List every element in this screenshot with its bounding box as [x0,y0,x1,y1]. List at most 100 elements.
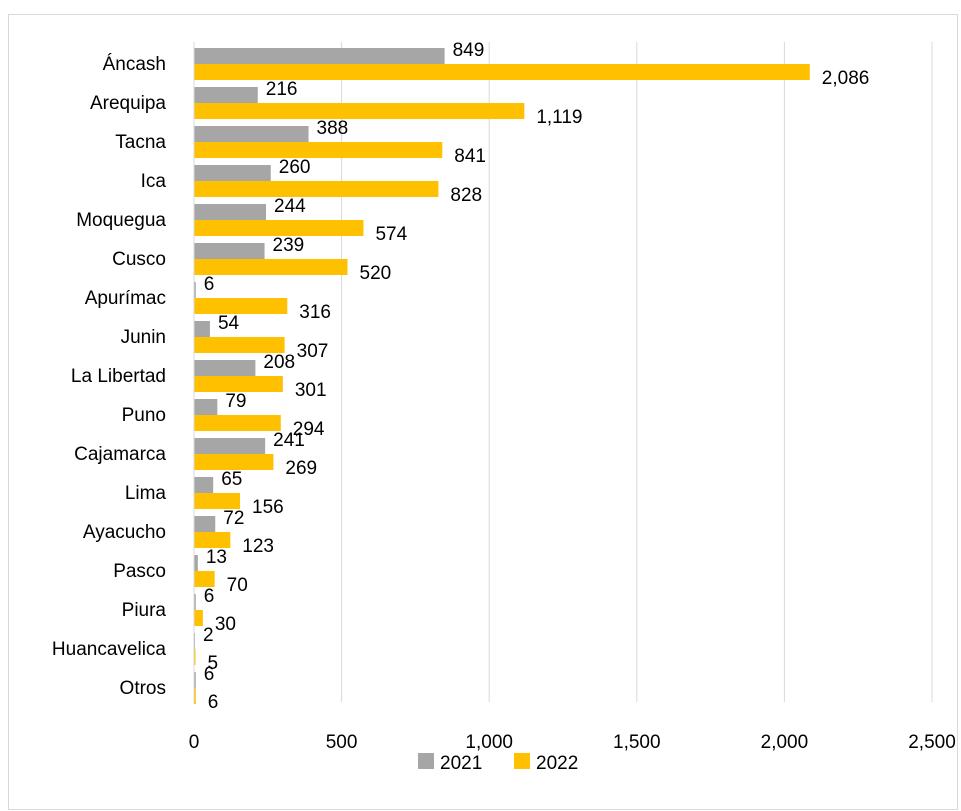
category-label: Piura [122,600,167,621]
bar-2022 [194,493,241,509]
category-label: Junin [121,327,166,348]
category-label: Ica [141,171,167,192]
data-label-2021: 72 [223,508,244,529]
legend-swatch-2022 [514,753,530,769]
data-label-2021: 849 [453,40,485,61]
x-tick-label: 2,000 [761,732,809,753]
data-label-2022: 520 [360,263,392,284]
data-label-2021: 54 [218,313,240,334]
category-label: Otros [120,678,166,699]
bar-2021 [194,477,214,493]
bar-2021 [194,87,258,103]
legend: 2021 2022 [418,753,578,774]
bar-2021 [194,516,216,532]
category-label: Tacna [115,132,166,153]
bar-2022 [194,532,231,548]
data-label-2022: 5 [207,653,218,674]
category-label: Pasco [113,561,166,582]
bar-2022 [194,64,810,80]
data-label-2022: 6 [208,692,219,713]
data-label-2021: 216 [266,79,298,100]
data-label-2021: 13 [206,547,227,568]
legend-swatch-2021 [418,753,434,769]
x-tick-label: 2,500 [908,732,956,753]
bar-2022 [194,376,283,392]
bar-2021 [194,555,198,571]
bar-2022 [194,337,285,353]
data-label-2021: 2 [203,625,214,646]
bar-2021 [194,321,210,337]
data-label-2021: 6 [204,586,215,607]
data-label-2022: 70 [227,575,248,596]
gridlines [341,42,933,702]
bar-2022 [194,142,443,158]
x-tick-label: 1,500 [613,732,661,753]
axis: 0 500 1,000 1,500 2,000 2,500 Áncash Arequipa Ta… [52,42,956,753]
data-label-2021: 65 [221,469,242,490]
bar-2022 [194,181,439,197]
data-label-2022: 1,119 [536,107,582,128]
data-label-2022: 316 [299,302,331,323]
category-label: Cajamarca [74,444,166,465]
bar-2021 [194,438,266,454]
bar-2021 [194,204,267,220]
bar-2021 [194,399,218,415]
bar-2022 [194,259,348,275]
bar-2022 [194,298,288,314]
category-label: Áncash [103,54,166,75]
category-label: Puno [122,405,166,426]
legend-label-2021: 2021 [440,753,482,774]
x-tick-label: 1,000 [465,732,513,753]
data-label-2022: 156 [252,497,284,518]
bar-2021 [194,360,256,376]
bar-2021 [194,282,196,298]
bar-2022 [194,571,215,587]
data-label-2021: 6 [204,274,215,295]
bar-2022 [194,649,196,665]
data-label-2022: 828 [450,185,482,206]
category-label: La Libertad [71,366,166,387]
data-label-2022: 841 [454,146,486,167]
category-label: Arequipa [90,93,166,114]
bar-2022 [194,415,281,431]
data-label-2021: 208 [263,352,295,373]
data-label-2022: 2,086 [822,68,870,89]
bar-2022 [194,103,525,119]
bar-2022 [194,688,196,704]
data-labels: 8492,0862161,119388841260828244574239520… [203,40,869,713]
data-label-2021: 388 [317,118,349,139]
data-label-2021: 241 [273,430,305,451]
bar-2021 [194,672,196,688]
data-label-2022: 574 [375,224,407,245]
category-label: Lima [125,483,167,504]
data-label-2021: 6 [204,664,215,685]
data-label-2022: 301 [295,380,327,401]
bar-2021 [194,48,445,64]
data-label-2022: 294 [293,419,325,440]
data-label-2022: 123 [242,536,274,557]
data-label-2022: 307 [297,341,329,362]
bar-2022 [194,454,274,470]
bar-2021 [194,126,309,142]
data-label-2021: 79 [225,391,246,412]
bars [194,48,810,704]
data-label-2021: 244 [274,196,306,217]
category-label: Ayacucho [83,522,166,543]
chart-frame [8,14,958,810]
x-tick-label: 500 [326,732,358,753]
data-label-2021: 239 [273,235,305,256]
bar-2021 [194,243,265,259]
data-label-2022: 30 [215,614,236,635]
bar-2022 [194,220,364,236]
data-label-2021: 260 [279,157,311,178]
category-label: Huancavelica [52,639,166,660]
category-label: Cusco [112,249,166,270]
bar-2021 [194,594,196,610]
data-label-2022: 269 [285,458,317,479]
category-label: Moquegua [76,210,166,231]
bar-2022 [194,610,203,626]
legend-label-2022: 2022 [536,753,578,774]
category-label: Apurímac [85,288,166,309]
bar-2021 [194,165,271,181]
